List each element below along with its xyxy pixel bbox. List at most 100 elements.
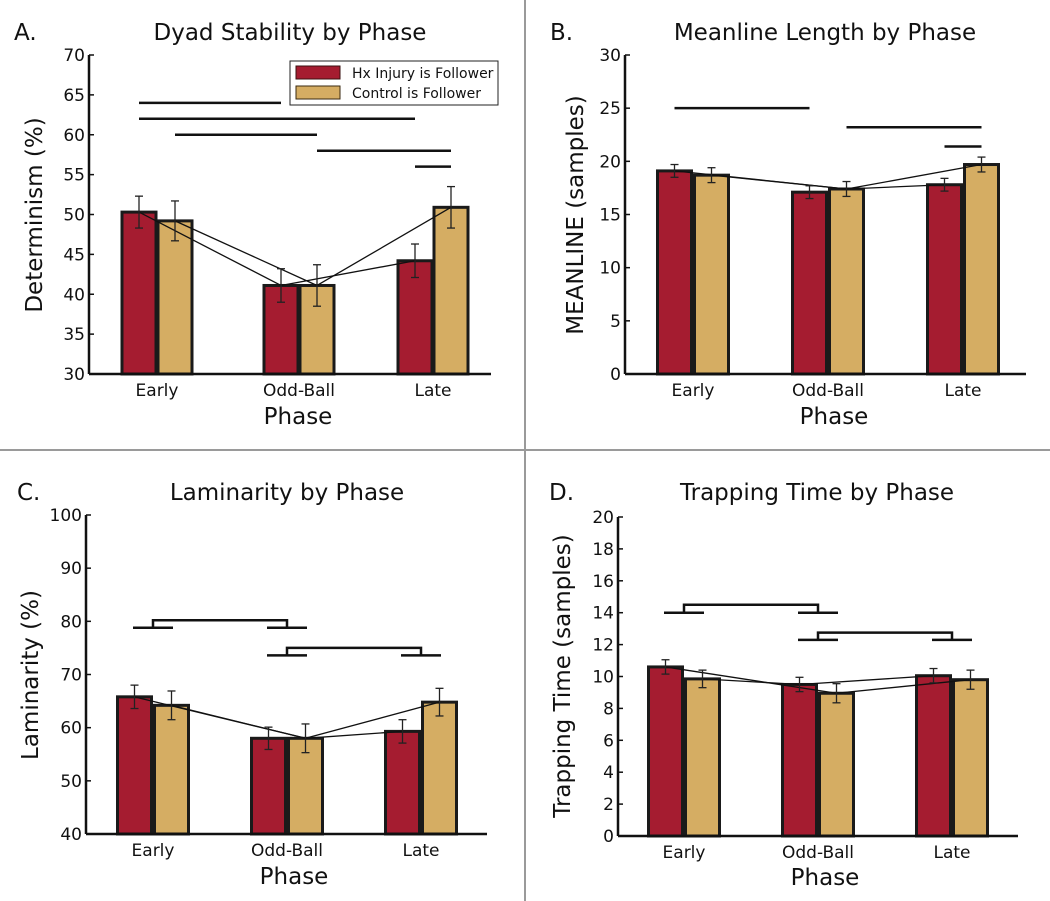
x-tick-label: Odd-Ball [792,381,864,401]
y-tick-label: 8 [603,699,614,719]
x-axis-label: Phase [264,404,333,430]
bar-control [818,691,855,838]
y-tick-label: 50 [60,772,82,792]
y-tick-label: 16 [592,572,614,592]
panel-letter: D. [549,480,574,506]
panel-title: Laminarity by Phase [170,480,404,506]
bar-hx-injury [926,183,963,376]
y-tick-label: 14 [592,604,614,624]
bar-hx-injury [656,169,693,376]
y-axis-label: Determinism (%) [22,117,48,312]
bar-hx-injury [781,682,818,838]
bar-control [693,173,730,376]
bar-control [828,187,865,376]
y-tick-label: 30 [63,365,85,385]
plot-area: 0 2 4 6 8 10 12 14 16 18 20 Early Odd-Ball Late [592,508,1018,863]
y-tick-label: 40 [60,825,82,845]
legend-swatch-hx [295,65,341,80]
bar-control [156,219,194,376]
panel-c: C. Laminarity by Phase Laminarity (%) Ph… [17,480,487,890]
trend-line [305,730,403,739]
trend-line [305,701,440,739]
y-tick-label: 2 [603,795,614,815]
significance-bracket [285,646,423,656]
x-tick-label: Late [944,381,981,401]
y-tick-label: 20 [599,152,621,172]
panel-d: D. Trapping Time by Phase Trapping Time … [549,480,1018,891]
y-tick-label: 90 [60,559,82,579]
y-tick-label: 0 [603,827,614,847]
x-tick-label: Late [402,841,439,861]
y-axis-label: Trapping Time (samples) [550,534,576,818]
y-tick-label: 50 [63,206,85,226]
significance-bracket [816,631,954,640]
trend-line [836,679,971,694]
legend-label-control: Control is Follower [352,86,481,102]
y-tick-label: 55 [63,166,85,186]
x-tick-label: Late [414,381,451,401]
y-tick-label: 80 [60,612,82,632]
trend-line [702,678,800,686]
y-axis-label: MEANLINE (samples) [563,95,589,335]
y-tick-label: 60 [63,126,85,146]
plot-area: 40 50 60 70 80 90 100 Early Odd-Ball Late [50,506,487,861]
y-tick-label: 6 [603,731,614,751]
bar-control [153,703,190,836]
panel-b: B. Meanline Length by Phase MEANLINE (sa… [550,20,1026,430]
bar-hx-injury [384,729,421,836]
y-tick-label: 10 [599,259,621,279]
y-tick-label: 10 [592,668,614,688]
bar-hx-injury [250,736,287,836]
y-tick-label: 25 [599,99,621,119]
bar-control [684,677,721,838]
y-tick-label: 65 [63,86,85,106]
trend-line [799,675,934,686]
y-tick-label: 4 [603,763,614,783]
legend-swatch-control [295,85,341,100]
bar-control [287,736,324,836]
panel-a: A. Dyad Stability by Phase Determinism (… [14,20,499,430]
x-tick-label: Late [933,843,970,863]
trend-line [138,211,282,287]
trend-line [316,206,452,287]
y-tick-label: 60 [60,719,82,739]
x-tick-label: Odd-Ball [251,841,323,861]
panel-letter: A. [14,20,37,46]
bar-hx-injury [116,695,153,836]
x-axis-label: Phase [800,404,869,430]
trend-line [665,666,837,694]
y-tick-label: 5 [610,312,621,332]
y-tick-label: 100 [50,506,82,526]
bar-control [963,163,1000,376]
bar-hx-injury [915,674,952,838]
legend: Hx Injury is Follower Control is Followe… [289,60,499,106]
trend-line [846,163,982,190]
y-tick-label: 18 [592,540,614,560]
y-tick-label: 12 [592,636,614,656]
trend-line [171,704,306,739]
y-tick-label: 15 [599,206,621,226]
y-tick-label: 40 [63,285,85,305]
trend-line [711,174,847,190]
x-tick-label: Early [663,843,706,863]
panel-title: Meanline Length by Phase [674,20,976,46]
y-tick-label: 45 [63,245,85,265]
panel-letter: C. [17,480,40,506]
x-axis-label: Phase [791,865,860,891]
x-tick-label: Early [672,381,715,401]
x-tick-label: Early [136,381,179,401]
y-tick-label: 20 [592,508,614,528]
plot-area: 30 35 40 45 50 55 60 65 70 Early Odd-Ball Late [63,46,491,401]
panel-title: Dyad Stability by Phase [154,20,427,46]
significance-bracket [682,603,820,613]
x-tick-label: Early [132,841,175,861]
bar-control [421,700,458,836]
bar-hx-injury [120,210,158,376]
y-tick-label: 70 [60,666,82,686]
y-tick-label: 35 [63,325,85,345]
bar-control [952,678,989,838]
bar-control [432,205,470,376]
bar-hx-injury [791,190,828,376]
legend-label-hx: Hx Injury is Follower [352,66,494,82]
